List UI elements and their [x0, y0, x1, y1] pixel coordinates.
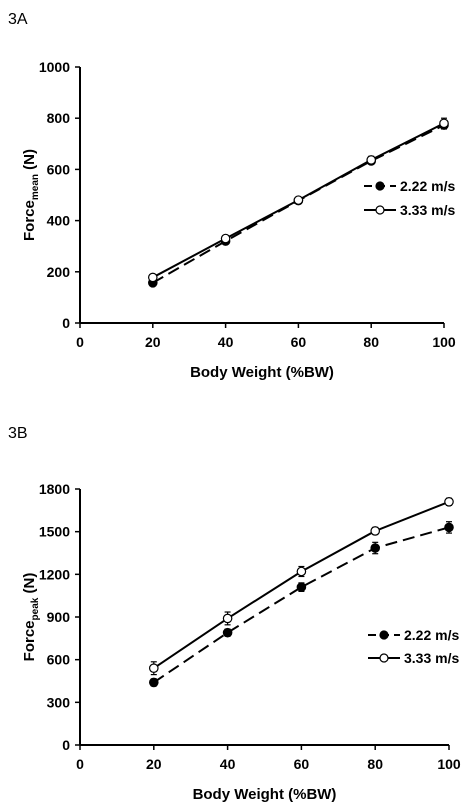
- y-tick-label: 600: [47, 161, 71, 177]
- y-tick-label: 0: [62, 737, 70, 753]
- x-tick-label: 40: [220, 756, 236, 772]
- x-axis-title: Body Weight (%BW): [193, 786, 337, 803]
- y-tick-label: 1800: [39, 481, 70, 497]
- chart-1: 3A 0 200 400 600 800 1000 0 20 40 60 80 100 Body Weig…: [8, 11, 456, 381]
- data-point-series-2: [370, 526, 380, 536]
- data-point-series-2: [439, 118, 449, 129]
- data-point-series-2: [444, 496, 454, 507]
- legend-label: 3.33 m/s: [404, 650, 459, 666]
- y-axis-title: Forcepeak (N): [21, 573, 41, 662]
- y-tick-label: 600: [47, 652, 71, 668]
- data-point-series-1: [149, 677, 159, 688]
- data-point-series-1: [444, 522, 454, 533]
- data-point-series-1: [222, 627, 233, 638]
- y-tick-label: 1200: [39, 566, 70, 582]
- x-tick-label: 80: [363, 334, 379, 350]
- legend-marker: [379, 630, 389, 640]
- chart-2: 3B 0 300 600 900 1200 1500 1800 0 20 40 60 80 100 Body…: [8, 425, 461, 803]
- legend-label: 3.33 m/s: [400, 202, 455, 218]
- data-point-series-2: [149, 663, 159, 673]
- data-point-series-2: [222, 613, 233, 624]
- x-tick-label: 20: [145, 334, 161, 350]
- data-point-series-1: [370, 543, 380, 553]
- y-tick-label: 400: [47, 213, 71, 229]
- x-tick-label: 80: [367, 756, 383, 772]
- legend-marker: [375, 181, 385, 191]
- data-point-series-2: [296, 566, 307, 577]
- legend-marker: [375, 205, 385, 215]
- legend-label: 2.22 m/s: [404, 627, 459, 643]
- y-axis-title: Forcemean (N): [21, 149, 41, 241]
- data-point-series-2: [366, 155, 376, 165]
- panel-label: 3B: [8, 425, 28, 442]
- x-tick-label: 20: [146, 756, 162, 772]
- x-tick-label: 0: [76, 334, 84, 350]
- x-axis-title: Body Weight (%BW): [190, 364, 334, 381]
- y-tick-label: 900: [47, 609, 71, 625]
- x-tick-label: 40: [218, 334, 234, 350]
- data-point-series-2: [293, 195, 304, 205]
- x-tick-label: 100: [432, 334, 456, 350]
- y-tick-label: 200: [47, 264, 71, 280]
- data-point-series-2: [220, 233, 231, 244]
- y-tick-label: 800: [47, 110, 71, 126]
- legend-marker: [379, 653, 389, 663]
- data-point-series-1: [296, 582, 307, 592]
- series-line-1: [153, 526, 450, 684]
- legend-label: 2.22 m/s: [400, 178, 455, 194]
- y-tick-label: 0: [62, 315, 70, 331]
- x-tick-label: 0: [76, 756, 84, 772]
- data-point-series-2: [148, 272, 158, 283]
- x-tick-label: 60: [291, 334, 307, 350]
- x-tick-label: 100: [437, 756, 461, 772]
- y-tick-label: 300: [47, 694, 71, 710]
- y-tick-label: 1500: [39, 524, 70, 540]
- panel-label: 3A: [8, 11, 28, 28]
- y-tick-label: 1000: [39, 59, 70, 75]
- x-tick-label: 60: [294, 756, 310, 772]
